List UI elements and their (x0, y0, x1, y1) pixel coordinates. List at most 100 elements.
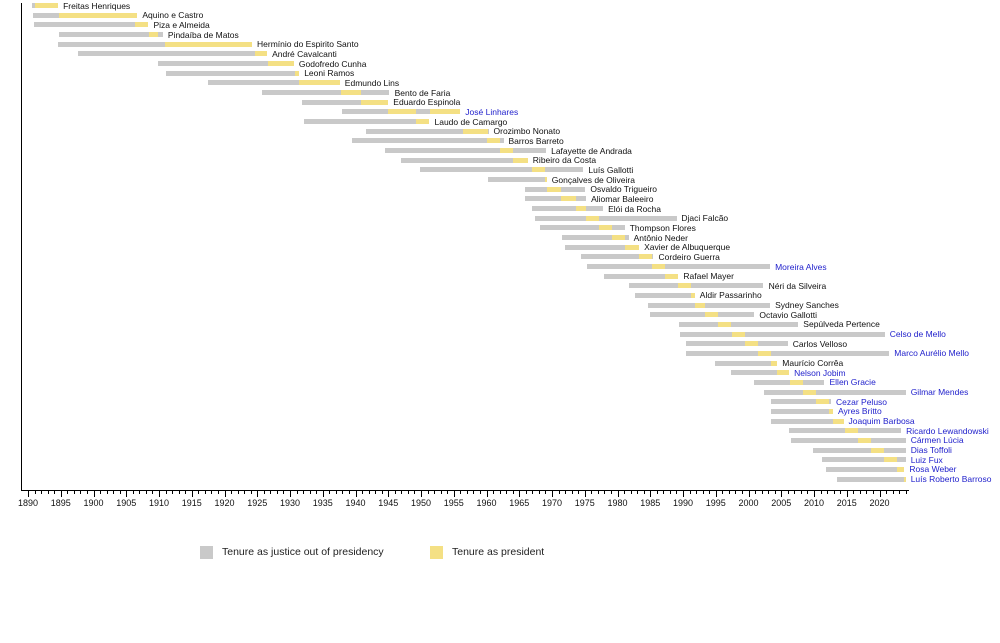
president-tenure-segment (164, 41, 252, 47)
axis-minor-tick (669, 491, 671, 494)
axis-tick-label: 2020 (869, 498, 890, 508)
axis-major-tick (388, 491, 390, 497)
axis-minor-tick (316, 491, 318, 494)
justice-tenure-bar (304, 119, 430, 124)
axis-minor-tick (506, 491, 508, 494)
axis-minor-tick (774, 491, 776, 494)
justice-tenure-bar (685, 350, 890, 356)
justice-name-label: Aliomar Baleeiro (591, 193, 654, 204)
axis-minor-tick (460, 491, 462, 494)
axis-tick-label: 1985 (640, 498, 661, 508)
axis-minor-tick (538, 491, 540, 494)
axis-minor-tick (414, 491, 416, 494)
axis-major-tick (846, 491, 848, 497)
justice-tenure-bar (679, 321, 799, 327)
president-tenure-segment (546, 186, 561, 192)
justice-tenure-bar (604, 273, 679, 279)
axis-minor-tick (702, 491, 704, 494)
justice-tenure-bar (165, 70, 300, 76)
president-tenure-segment (816, 399, 830, 405)
axis-minor-tick (768, 491, 770, 494)
axis-minor-tick (381, 491, 383, 494)
president-tenure-segment (833, 418, 844, 424)
axis-minor-tick (827, 491, 829, 494)
justice-name-label: Ayres Britto (838, 406, 882, 417)
justice-tenure-bar (208, 80, 340, 86)
axis-major-tick (159, 491, 160, 497)
justice-tenure-bar (33, 22, 149, 28)
axis-major-tick (650, 491, 652, 497)
president-tenure-segment (639, 254, 653, 260)
axis-major-tick (224, 491, 226, 497)
axis-minor-tick (132, 491, 134, 494)
axis-minor-tick (283, 491, 285, 494)
president-tenure-segment (652, 264, 666, 269)
axis-tick-label: 1930 (279, 498, 301, 508)
justice-name-label: Maurício Corrêa (782, 358, 844, 369)
axis-minor-tick (198, 491, 200, 494)
justice-name-label: Ricardo Lewandowski (906, 425, 989, 436)
justice-tenure-bar (764, 389, 906, 395)
legend-label-president: Tenure as president (452, 546, 545, 558)
president-tenure-segment (744, 341, 758, 347)
justice-tenure-bar (525, 196, 586, 202)
justice-tenure-bar (561, 235, 629, 240)
justice-name-label: Ribeiro da Costa (532, 155, 597, 166)
legend-swatch-justice (200, 546, 213, 559)
axis-minor-tick (368, 491, 370, 494)
axis-minor-tick (676, 491, 678, 494)
axis-minor-tick (558, 491, 560, 494)
president-tenure-segment (844, 428, 858, 434)
president-tenure-segment (416, 119, 430, 124)
axis-major-tick (126, 491, 128, 497)
justice-tenure-bar (770, 399, 832, 405)
axis-tick-label: 1900 (83, 498, 104, 508)
justice-name-label: Luiz Fux (910, 454, 943, 465)
axis-minor-tick (335, 491, 337, 494)
justice-tenure-bar (649, 312, 755, 318)
justice-name-label: Bento de Faria (394, 87, 451, 98)
axis-minor-tick (348, 491, 350, 494)
axis-minor-tick (73, 491, 75, 494)
justice-name-label: Celso de Mello (889, 329, 946, 340)
axis-tick-label: 1975 (574, 498, 595, 508)
justice-name-label: Antônio Neder (633, 232, 688, 243)
justice-name-label: Xavier de Albuquerque (644, 242, 731, 253)
axis-minor-tick (401, 491, 403, 494)
axis-minor-tick (250, 491, 252, 494)
axis-minor-tick (761, 491, 763, 494)
axis-minor-tick (479, 491, 481, 494)
justice-tenure-bar (351, 138, 504, 144)
legend-swatch-president (430, 546, 443, 559)
axis-major-tick (290, 491, 291, 497)
axis-minor-tick (525, 491, 527, 494)
axis-minor-tick (866, 491, 868, 494)
axis-minor-tick (54, 491, 56, 494)
axis-minor-tick (270, 491, 272, 494)
president-tenure-segment (690, 292, 695, 298)
justice-name-label: Godofredo Cunha (298, 58, 367, 69)
axis-minor-tick (735, 491, 737, 494)
axis-minor-tick (342, 491, 344, 494)
justice-name-label: Orozimbo Nonato (493, 126, 561, 137)
president-tenure-segment (624, 244, 640, 250)
president-tenure-segment (694, 302, 706, 308)
president-tenure-segment (731, 331, 745, 337)
president-tenure-segment (267, 61, 294, 66)
axis-minor-tick (709, 491, 711, 494)
axis-minor-tick (276, 491, 278, 494)
axis-major-tick (584, 491, 586, 497)
axis-minor-tick (728, 491, 730, 494)
axis-minor-tick (434, 491, 436, 494)
axis-minor-tick (872, 491, 874, 494)
axis-minor-tick (80, 491, 82, 494)
president-tenure-segment (718, 321, 732, 327)
justice-name-label: Gonçalves de Oliveira (551, 174, 635, 185)
legend-label-justice: Tenure as justice out of presidency (222, 546, 384, 558)
president-tenure-segment (857, 437, 871, 443)
axis-tick-label: 1905 (116, 498, 137, 508)
axis-minor-tick (794, 491, 796, 494)
axis-minor-tick (741, 491, 743, 494)
axis-minor-tick (604, 491, 606, 494)
axis-minor-tick (145, 491, 147, 494)
